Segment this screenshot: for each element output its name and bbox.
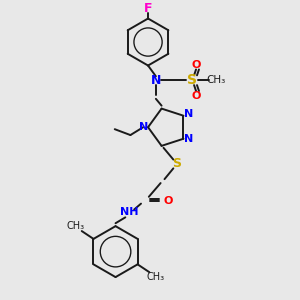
Text: O: O	[191, 59, 201, 70]
Text: O: O	[191, 91, 201, 101]
Text: CH₃: CH₃	[146, 272, 164, 282]
Text: S: S	[172, 157, 181, 170]
Text: N: N	[184, 109, 193, 119]
Text: S: S	[187, 73, 197, 87]
Text: N: N	[184, 134, 193, 144]
Text: F: F	[144, 2, 152, 15]
Text: N: N	[139, 122, 148, 132]
Text: N: N	[151, 74, 161, 87]
Text: CH₃: CH₃	[206, 75, 225, 85]
Text: CH₃: CH₃	[67, 221, 85, 231]
Text: NH: NH	[120, 207, 139, 218]
Text: O: O	[164, 196, 173, 206]
